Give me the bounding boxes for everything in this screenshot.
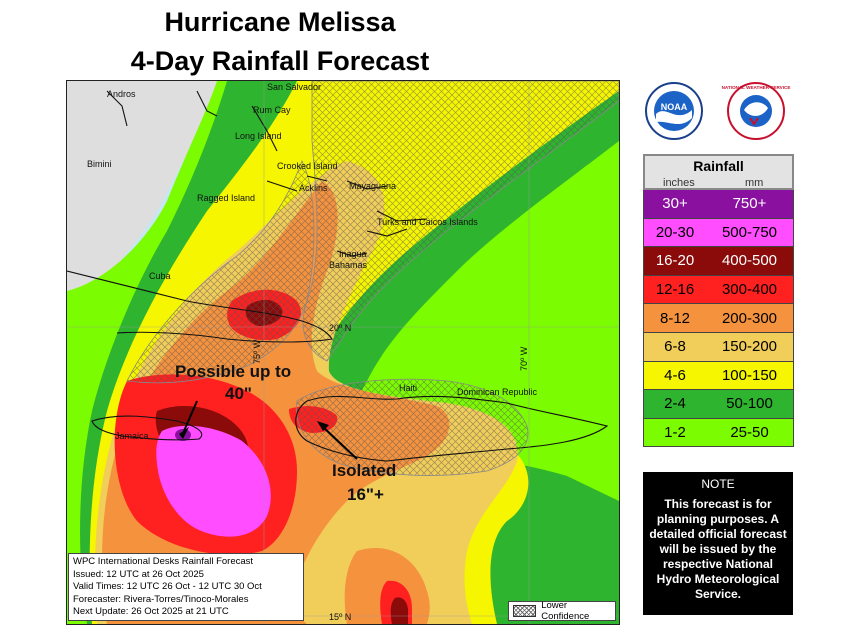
place-label-rum-cay: Rum Cay: [253, 105, 291, 115]
legend-row-mm: 50-100: [726, 395, 773, 413]
info-line-issued: Issued: 12 UTC at 26 Oct 2025: [73, 568, 204, 580]
cuba-coastline: [67, 270, 333, 343]
lower-confidence-area-north: [302, 81, 619, 362]
legend-row: 16-20 400-500: [643, 247, 794, 276]
place-label-jamaica: Jamaica: [115, 431, 149, 441]
logos-svg: NOAA NATIONAL WEATHER SERVICE: [645, 82, 791, 140]
callout-16-inch-arrow: [321, 425, 358, 460]
legend-row: 20-30 500-750: [643, 218, 794, 248]
rainfall-map: Andros San Salvador Rum Cay Long Island Bimi…: [66, 80, 620, 625]
legend-row-inches: 2-4: [664, 395, 686, 413]
callout-40-inch-arrowhead: [179, 427, 189, 439]
noaa-logo-text: NOAA: [661, 102, 688, 112]
legend-mm-header: mm: [745, 177, 764, 189]
place-label-bimini: Bimini: [87, 159, 112, 169]
callout-16-inch-arrowhead: [317, 421, 329, 431]
info-line-title: WPC International Desks Rainfall Forecas…: [73, 556, 254, 567]
legend-row: 8-12 200-300: [643, 304, 794, 333]
note-box: NOTE This forecast is for planning purpo…: [643, 472, 793, 615]
legend-header: Rainfall inches mm: [643, 154, 794, 190]
zone-20-30-inches: [156, 425, 271, 537]
lower-confidence-area-cuba: [126, 159, 315, 384]
legend-row: 1-2 25-50: [643, 418, 794, 448]
legend-row-mm: 300-400: [721, 281, 778, 299]
map-title-line1: Hurricane Melissa: [164, 7, 396, 37]
grid-label-70w: 70º W: [519, 346, 529, 371]
bahamas-coastline: [106, 90, 428, 257]
legend-row-inches: 1-2: [664, 424, 686, 442]
forecast-info-box: WPC International Desks Rainfall Forecas…: [68, 553, 304, 621]
florida-land-area: [67, 81, 217, 291]
place-label-san-salvador: San Salvador: [267, 82, 321, 92]
note-title: NOTE: [701, 477, 735, 491]
zone-16-20-south: [390, 597, 409, 624]
place-label-haiti: Haiti: [399, 383, 417, 393]
legend-row: 4-6 100-150: [643, 361, 794, 391]
place-label-dominican-republic: Dominican Republic: [457, 387, 538, 397]
legend-row-mm: 100-150: [721, 366, 778, 384]
place-label-turks-and-caicos-islands: Turks and Caicos Islands: [377, 217, 478, 227]
nws-logo-text: NATIONAL WEATHER SERVICE: [722, 85, 791, 90]
legend-title: Rainfall: [693, 158, 744, 174]
place-labels: Andros San Salvador Rum Cay Long Island Bimi…: [87, 82, 538, 441]
place-label-mayaguana: Mayaguana: [349, 181, 396, 191]
legend-row-inches: 16-20: [655, 252, 695, 270]
legend-row: 12-16 300-400: [643, 275, 794, 305]
place-label-bahamas: Bahamas: [329, 260, 368, 270]
noaa-logo: NOAA: [645, 82, 703, 140]
callout-40-inch-line2: 40": [225, 384, 252, 403]
legend-row: 6-8 150-200: [643, 332, 794, 362]
grid-label-75w: 75º W: [252, 339, 262, 364]
legend-row-inches: 6-8: [664, 338, 686, 356]
jamaica-coastline: [91, 415, 203, 441]
place-label-inagua: Inagua: [339, 249, 367, 259]
legend-row-inches: 12-16: [655, 281, 695, 299]
lower-confidence-label: Lower Confidence: [541, 600, 590, 622]
legend-row-mm: 400-500: [721, 252, 778, 270]
grid-label-20n: 20º N: [329, 323, 351, 333]
map-canvas: Andros San Salvador Rum Cay Long Island Bimi…: [67, 81, 619, 624]
legend-row-mm: 500-750: [721, 223, 778, 241]
note-text: This forecast is for planning purposes. …: [649, 497, 787, 601]
hispaniola-coastline: [295, 395, 609, 462]
grid-label-15n: 15º N: [329, 612, 351, 622]
place-label-cuba: Cuba: [149, 271, 171, 281]
place-label-crooked-island: Crooked Island: [277, 161, 338, 171]
place-label-long-island: Long Island: [235, 131, 282, 141]
legend-row-inches: 8-12: [659, 309, 691, 327]
legend-row-inches: 20-30: [655, 223, 695, 241]
callout-16-inch-line2: 16"+: [347, 485, 384, 504]
legend-row-inches: 4-6: [664, 366, 686, 384]
info-line-next-update: Next Update: 26 Oct 2025 at 21 UTC: [73, 606, 229, 617]
legend-row-mm: 150-200: [721, 338, 778, 356]
callout-16-inch-line1: Isolated: [332, 461, 396, 480]
legend-rows: 30+ 750+ 20-30 500-750 16-20 400-500 12-16 300-…: [643, 190, 794, 448]
callout-40-inch-arrow: [183, 400, 198, 432]
map-title-line2: 4-Day Rainfall Forecast: [130, 46, 430, 76]
place-label-andros: Andros: [107, 89, 136, 99]
hatch-swatch: [513, 605, 537, 617]
legend-row-mm: 25-50: [730, 424, 769, 442]
nws-logo: NATIONAL WEATHER SERVICE: [722, 82, 791, 140]
legend-inches-header: inches: [663, 177, 695, 189]
info-line-forecaster: Forecaster: Rivera-Torres/Tinoco-Morales: [73, 593, 249, 605]
legend-row: 30+ 750+: [643, 190, 794, 219]
rainfall-legend: Rainfall inches mm 30+ 750+ 20-30 500-750 16…: [643, 154, 794, 448]
legend-row-mm: 750+: [732, 195, 767, 213]
legend-row-inches: 30+: [662, 195, 688, 213]
place-label-ragged-island: Ragged Island: [197, 193, 255, 203]
legend-row-mm: 200-300: [721, 309, 778, 327]
lower-confidence-key: Lower Confidence: [508, 600, 616, 622]
info-line-valid: Valid Times: 12 UTC 26 Oct - 12 UTC 30 O…: [73, 581, 262, 592]
legend-row: 2-4 50-100: [643, 390, 794, 419]
coastlines: [67, 90, 609, 462]
callout-40-inch-line1: Possible up to: [175, 362, 291, 381]
place-label-acklins: Acklins: [299, 183, 328, 193]
agency-logos: NOAA NATIONAL WEATHER SERVICE: [642, 80, 794, 142]
